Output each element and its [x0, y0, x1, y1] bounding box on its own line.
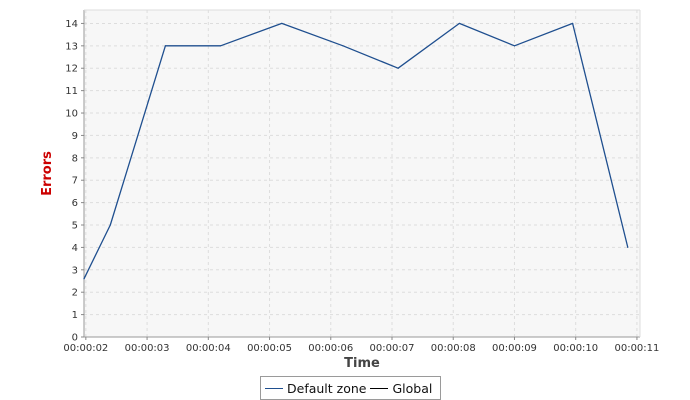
legend: Default zone Global: [260, 376, 442, 400]
legend-label-global: Global: [392, 380, 433, 396]
y-tick-label: 12: [65, 64, 78, 75]
y-tick-label: 5: [72, 221, 78, 232]
data-point: [627, 246, 629, 249]
data-point: [83, 278, 85, 280]
y-tick-label: 10: [65, 109, 78, 120]
data-point: [164, 45, 167, 47]
data-point: [397, 67, 399, 69]
grid-lines: [84, 10, 640, 338]
x-axis-title: Time: [344, 356, 380, 371]
y-tick-label: 3: [72, 265, 78, 276]
y-tick-label: 1: [72, 310, 78, 321]
x-tick-label: 00:00:10: [553, 343, 598, 354]
y-tick-label: 14: [65, 19, 78, 30]
x-tick-label: 00:00:03: [125, 343, 170, 354]
y-tick-label: 0: [72, 333, 78, 344]
x-axis-ticks: 00:00:02 00:00:03 00:00:04 00:00:05 00:00:06…: [63, 337, 659, 354]
legend-item-default-zone: Default zone: [265, 381, 366, 396]
legend-swatch-global: [370, 387, 389, 389]
x-tick-label: 00:00:07: [370, 343, 415, 354]
data-point: [458, 22, 460, 25]
plot-area: [84, 10, 640, 337]
legend-label-default-zone: Default zone: [287, 380, 367, 396]
data-point: [219, 45, 222, 47]
axes: [83, 9, 641, 338]
data-point: [281, 22, 283, 25]
x-tick-label: 00:00:06: [308, 343, 353, 354]
x-tick-label: 00:00:11: [614, 343, 659, 354]
x-tick-label: 00:00:08: [431, 343, 476, 354]
data-point: [513, 45, 516, 47]
legend-swatch-default-zone: [265, 387, 283, 389]
y-tick-label: 9: [72, 131, 78, 142]
y-tick-label: 11: [65, 86, 78, 97]
data-point: [572, 22, 574, 25]
y-tick-label: 4: [72, 243, 78, 254]
y-tick-label: 8: [72, 153, 78, 164]
y-tick-label: 13: [65, 41, 78, 52]
y-axis-title: Errors: [40, 151, 55, 196]
series-lines: [83, 22, 629, 280]
y-tick-label: 6: [72, 198, 78, 209]
data-point: [109, 224, 111, 226]
legend-item-global: Global: [370, 381, 432, 396]
x-tick-label: 00:00:09: [492, 343, 537, 354]
x-tick-label: 00:00:05: [247, 343, 292, 354]
data-point: [342, 45, 344, 47]
y-tick-label: 2: [72, 288, 78, 299]
y-tick-label: 7: [72, 176, 78, 187]
x-tick-label: 00:00:02: [63, 343, 108, 354]
x-tick-label: 00:00:04: [186, 343, 231, 354]
